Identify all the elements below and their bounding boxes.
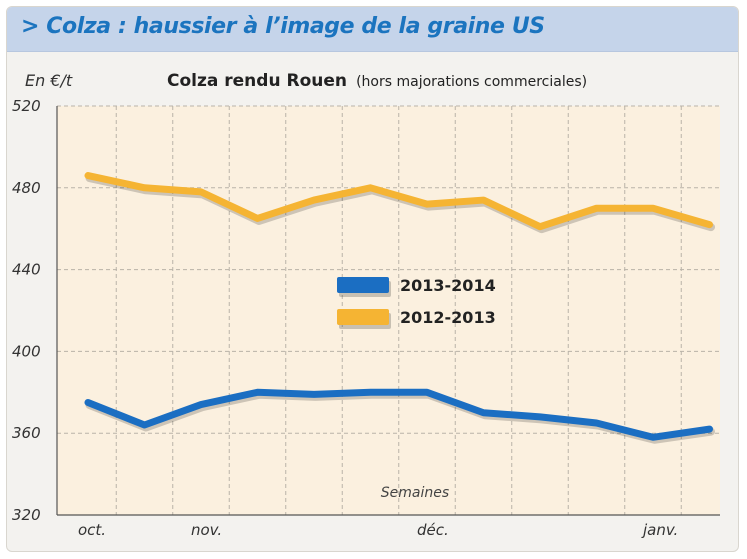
y-tick-label: 360: [12, 424, 41, 442]
y-axis-unit: En €/t: [25, 71, 73, 90]
header-title: > Colza : haussier à l’image de la grain…: [21, 14, 545, 39]
header-banner: > Colza : haussier à l’image de la grain…: [7, 7, 738, 52]
legend-label: 2012-2013: [400, 308, 496, 327]
legend-swatch-2012-2013: [337, 309, 389, 325]
chart-title: Colza rendu Rouen: [167, 71, 347, 91]
x-tick-label: janv.: [641, 521, 678, 539]
x-axis-title: Semaines: [381, 485, 449, 501]
x-tick-label: déc.: [417, 521, 449, 539]
series-line-2013-2014: [84, 388, 713, 441]
y-tick-label: 440: [12, 261, 41, 279]
y-tick-label: 520: [12, 97, 41, 115]
x-tick-label: nov.: [191, 521, 222, 539]
chart-title-block: Colza rendu Rouen (hors majorations comm…: [167, 71, 587, 91]
y-tick-label: 320: [12, 506, 41, 524]
legend-label: 2013-2014: [400, 276, 496, 295]
y-tick-label: 400: [12, 342, 41, 360]
chart-subtitle: (hors majorations commerciales): [356, 74, 588, 90]
x-tick-label: oct.: [78, 521, 106, 539]
legend-swatch-2013-2014: [337, 277, 389, 293]
y-tick-label: 480: [12, 179, 41, 197]
series-line-2012-2013: [84, 172, 713, 231]
